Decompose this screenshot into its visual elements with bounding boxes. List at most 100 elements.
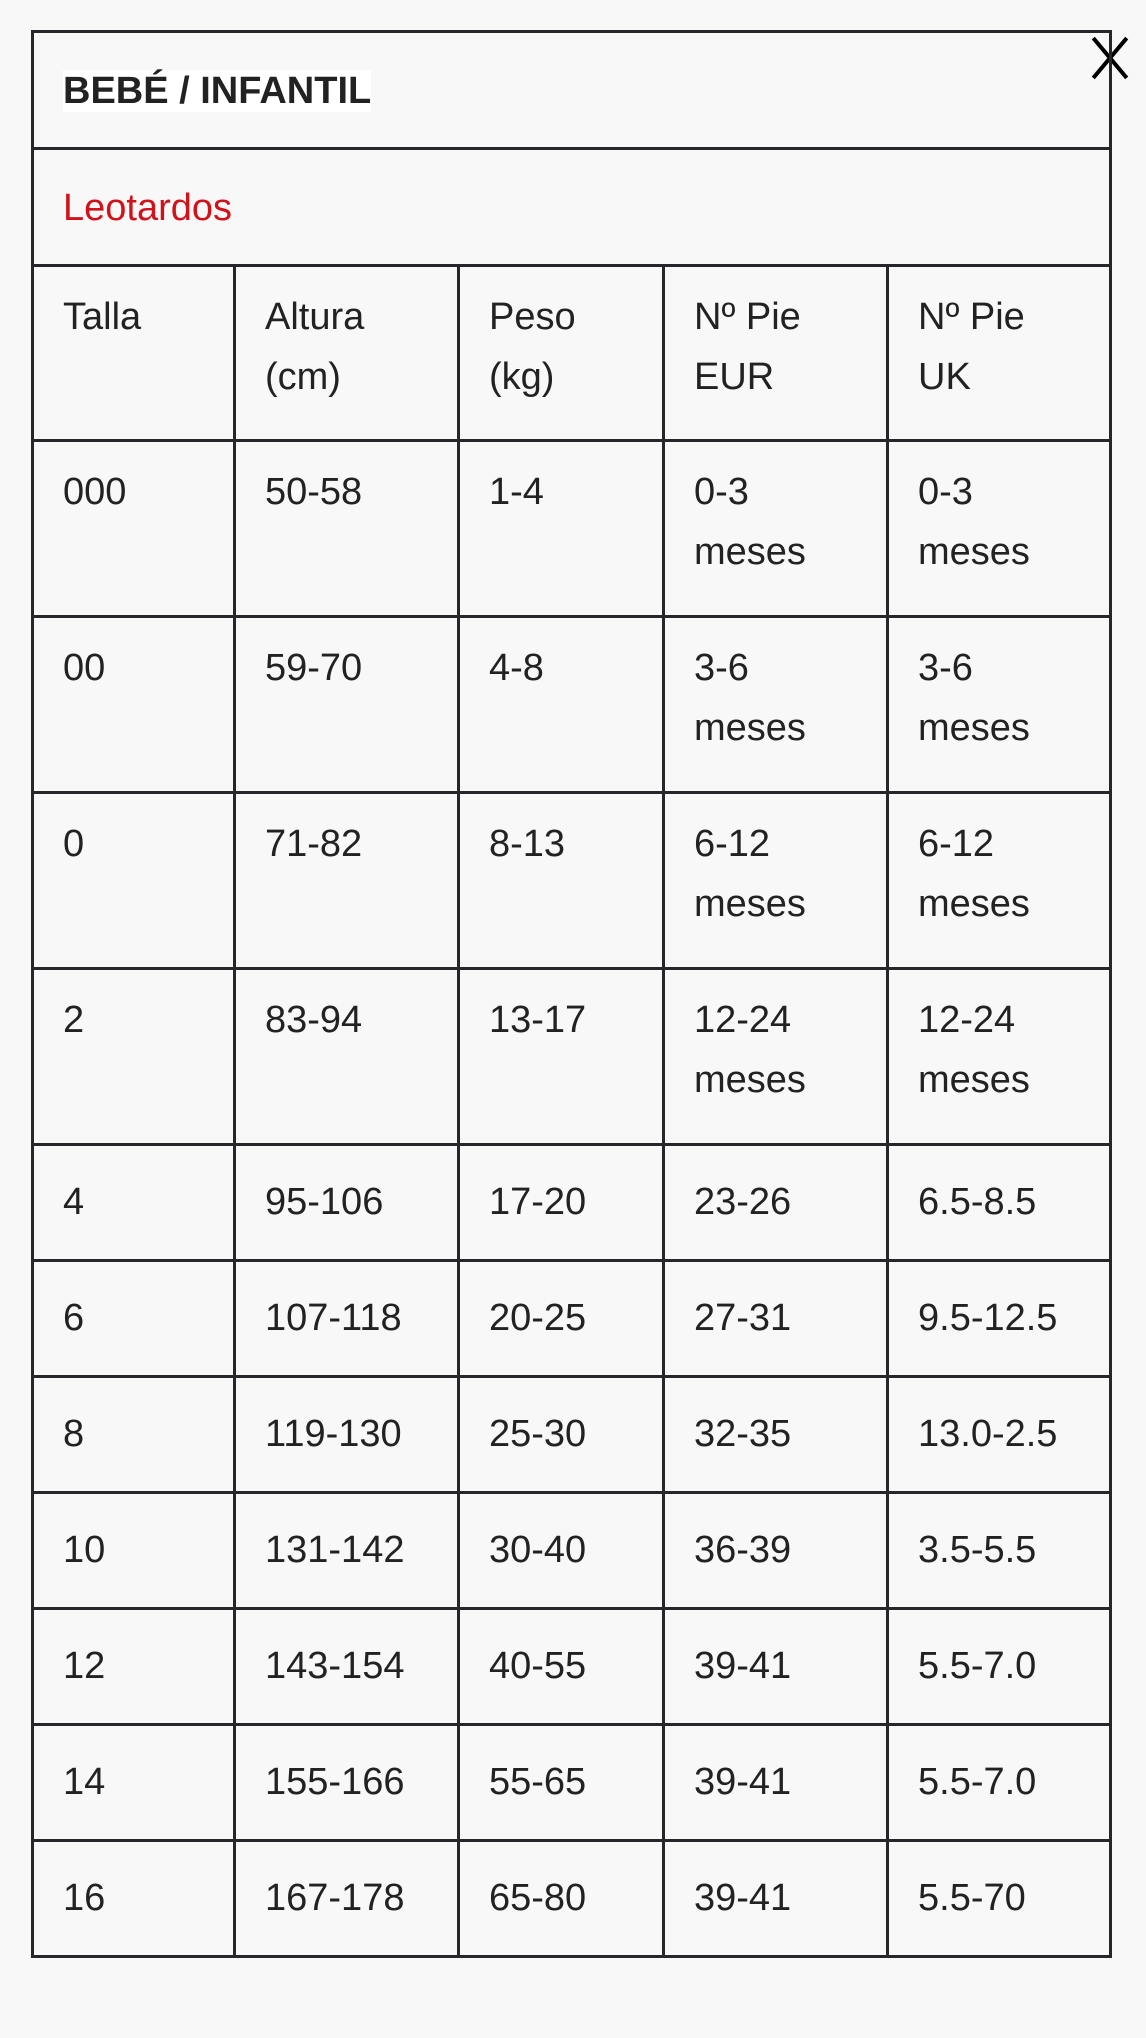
cell-text: 16 (63, 1877, 106, 1919)
table-cell: 0 (31, 791, 236, 970)
cell-text: 5.5-7.0 (918, 1761, 1037, 1803)
cell-text: 131-142 (265, 1529, 405, 1571)
table-cell: 50-58 (233, 439, 460, 618)
cell-text: UK (918, 356, 971, 398)
cell-text: 30-40 (489, 1529, 587, 1571)
cell-text: 13.0-2.5 (918, 1413, 1058, 1455)
size-chart-modal: BEBÉ / INFANTIL Leotardos Talla Altura (cm… (30, 30, 1113, 1958)
table-cell: 12-24 meses (885, 967, 1113, 1146)
table-cell: 13-17 (457, 967, 665, 1146)
header-row: Talla Altura (cm) Peso (kg) Nº Pie EUR Nº Pie UK (31, 264, 1113, 442)
cell-text: meses (918, 1059, 1030, 1101)
title-row: BEBÉ / INFANTIL (30, 30, 1113, 150)
cell-text: 2 (63, 999, 85, 1041)
table-row: 12 143-154 40-55 39-41 5.5-7.0 (31, 1607, 1113, 1726)
cell-text: 12-24 (694, 999, 792, 1041)
cell-text: Talla (63, 296, 142, 338)
table-cell: 107-118 (233, 1259, 460, 1378)
cell-text: 6-12 (918, 823, 995, 865)
table-cell: 5.5-70 (885, 1839, 1113, 1958)
table-cell: 36-39 (662, 1491, 889, 1610)
cell-text: 107-118 (265, 1297, 402, 1339)
table-cell: 6.5-8.5 (885, 1143, 1113, 1262)
table-cell: 13.0-2.5 (885, 1375, 1113, 1494)
cell-text: 23-26 (694, 1181, 792, 1223)
cell-text: (cm) (265, 356, 341, 398)
table-cell: 27-31 (662, 1259, 889, 1378)
table-cell: 30-40 (457, 1491, 665, 1610)
table-cell: 23-26 (662, 1143, 889, 1262)
cell-text: 55-65 (489, 1761, 587, 1803)
section-title: BEBÉ / INFANTIL (63, 70, 372, 112)
cell-text: 39-41 (694, 1761, 792, 1803)
cell-text: 4-8 (489, 647, 544, 689)
table-cell: 6-12 meses (885, 791, 1113, 970)
cell-text: Nº Pie (918, 296, 1025, 338)
table-row: 8 119-130 25-30 32-35 13.0-2.5 (31, 1375, 1113, 1494)
table-cell: 0-3 meses (662, 439, 889, 618)
cell-text: meses (694, 883, 806, 925)
table-cell: 4-8 (457, 615, 665, 794)
cell-text: 5.5-7.0 (918, 1645, 1037, 1687)
table-cell: 12 (31, 1607, 236, 1726)
cell-text: 0 (63, 823, 85, 865)
table-cell: 4 (31, 1143, 236, 1262)
size-table: BEBÉ / INFANTIL Leotardos Talla Altura (cm… (30, 30, 1113, 1958)
cell-text: meses (694, 707, 806, 749)
cell-text: 8-13 (489, 823, 566, 865)
table-cell: 14 (31, 1723, 236, 1842)
table-cell: 40-55 (457, 1607, 665, 1726)
table-cell: Talla (31, 264, 236, 442)
cell-text: 6 (63, 1297, 85, 1339)
cell-text: 0-3 (694, 471, 749, 513)
product-category: Leotardos (30, 147, 1113, 267)
cell-text: 8 (63, 1413, 85, 1455)
table-cell: 6-12 meses (662, 791, 889, 970)
cell-text: 39-41 (694, 1877, 792, 1919)
cell-text: 12 (63, 1645, 106, 1687)
table-cell: 131-142 (233, 1491, 460, 1610)
table-cell: 39-41 (662, 1839, 889, 1958)
cell-text: 1-4 (489, 471, 544, 513)
table-cell: 6 (31, 1259, 236, 1378)
cell-text: 59-70 (265, 647, 363, 689)
cell-text: 39-41 (694, 1645, 792, 1687)
cell-text: meses (918, 883, 1030, 925)
table-cell: Nº Pie EUR (662, 264, 889, 442)
cell-text: 71-82 (265, 823, 363, 865)
table-cell: 83-94 (233, 967, 460, 1146)
cell-text: 167-178 (265, 1877, 405, 1919)
table-cell: 2 (31, 967, 236, 1146)
table-row: 10 131-142 30-40 36-39 3.5-5.5 (31, 1491, 1113, 1610)
table-cell: 119-130 (233, 1375, 460, 1494)
cell-text: 00 (63, 647, 106, 689)
cell-text: 143-154 (265, 1645, 405, 1687)
cell-text: (kg) (489, 356, 555, 398)
table-cell: 65-80 (457, 1839, 665, 1958)
cell-text: 13-17 (489, 999, 587, 1041)
table-cell: 143-154 (233, 1607, 460, 1726)
cell-text: EUR (694, 356, 775, 398)
cell-text: 17-20 (489, 1181, 587, 1223)
cell-text: meses (918, 707, 1030, 749)
cell-text: 12-24 (918, 999, 1016, 1041)
cell-text: 155-166 (265, 1761, 405, 1803)
table-row: 00 59-70 4-8 3-6 meses 3-6 meses (31, 615, 1113, 794)
cell-text: Altura (265, 296, 365, 338)
cell-text: 3.5-5.5 (918, 1529, 1037, 1571)
table-cell: 32-35 (662, 1375, 889, 1494)
cell-text: 10 (63, 1529, 106, 1571)
cell-text: 3-6 (694, 647, 749, 689)
cell-text: 14 (63, 1761, 106, 1803)
table-cell: 59-70 (233, 615, 460, 794)
table-row: 0 71-82 8-13 6-12 meses 6-12 meses (31, 791, 1113, 970)
table-cell: Peso (kg) (457, 264, 665, 442)
cell-text: Peso (489, 296, 576, 338)
cell-text: 4 (63, 1181, 85, 1223)
cell-text: 50-58 (265, 471, 363, 513)
table-cell: 20-25 (457, 1259, 665, 1378)
cell-text: 65-80 (489, 1877, 587, 1919)
table-cell: 3.5-5.5 (885, 1491, 1113, 1610)
cell-text: 9.5-12.5 (918, 1297, 1058, 1339)
table-row: 16 167-178 65-80 39-41 5.5-70 (31, 1839, 1113, 1958)
